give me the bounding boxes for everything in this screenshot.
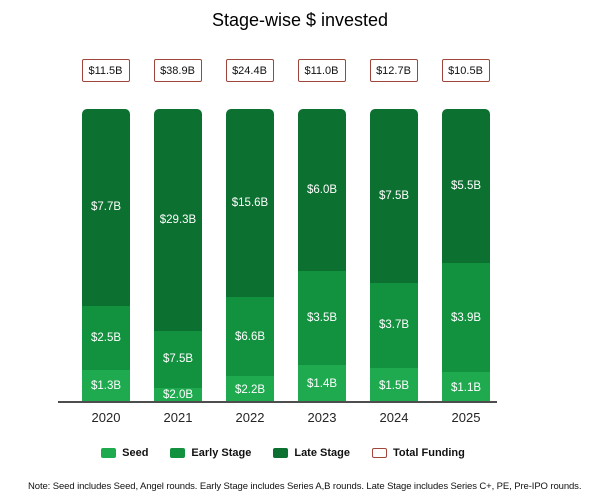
total-funding-box: $10.5B [441, 59, 490, 82]
legend-swatch [170, 448, 186, 458]
segment-value-label: $7.5B [162, 353, 194, 366]
bar-segment-seed: $2.2B [226, 376, 274, 403]
total-funding-box: $11.0B [297, 59, 346, 82]
legend-label: Seed [122, 447, 149, 459]
legend-label: Early Stage [191, 447, 252, 459]
bar-segment-seed: $1.4B [298, 365, 346, 403]
bar-segment-seed: $2.0B [154, 387, 202, 403]
segment-value-label: $1.3B [90, 380, 122, 393]
bar-segment-early-stage: $3.7B [370, 282, 418, 369]
bar-segment-late-stage: $7.7B [82, 109, 130, 306]
year-label: 2022 [235, 410, 265, 425]
bar-segment-early-stage: $7.5B [154, 331, 202, 388]
segment-value-label: $7.5B [378, 189, 410, 202]
legend-swatch [101, 448, 117, 458]
bar-column-2023: $6.0B $3.5B $1.4B [298, 109, 346, 403]
bar-segment-late-stage: $7.5B [370, 109, 418, 283]
bar-segment-seed: $1.5B [370, 368, 418, 403]
year-label: 2021 [163, 410, 193, 425]
bar-segment-late-stage: $6.0B [298, 109, 346, 271]
segment-value-label: $3.7B [378, 319, 410, 332]
segment-value-label: $15.6B [231, 196, 269, 209]
year-label: 2020 [91, 410, 121, 425]
segment-value-label: $5.5B [450, 180, 482, 192]
year-label: 2025 [451, 410, 481, 425]
total-funding-box: $11.5B [81, 59, 130, 82]
segment-value-label: $1.1B [450, 381, 482, 394]
segment-value-label: $1.4B [306, 378, 338, 391]
legend-item-total-funding: Total Funding [371, 447, 465, 459]
bar-column-2022: $15.6B $6.6B $2.2B [226, 109, 274, 403]
segment-value-label: $7.7B [90, 201, 122, 214]
bar-segment-early-stage: $3.5B [298, 270, 346, 366]
year-label: 2024 [379, 410, 409, 425]
bar-column-2021: $29.3B $7.5B $2.0B [154, 109, 202, 403]
bar-column-2025: $5.5B $3.9B $1.1B [442, 109, 490, 403]
total-funding-box: $12.7B [369, 59, 418, 82]
legend-item-early-stage: Early Stage [170, 447, 251, 459]
legend-swatch [273, 448, 289, 458]
bar-segment-early-stage: $2.5B [82, 305, 130, 370]
legend-swatch [371, 448, 387, 458]
segment-value-label: $29.3B [159, 214, 197, 226]
bar-segment-late-stage: $5.5B [442, 109, 490, 263]
legend-item-late-stage: Late Stage [273, 447, 350, 459]
bar-segment-early-stage: $6.6B [226, 296, 274, 377]
bar-segment-late-stage: $15.6B [226, 109, 274, 297]
segment-value-label: $2.2B [234, 383, 266, 396]
bar-column-2024: $7.5B $3.7B $1.5B [370, 109, 418, 403]
segment-value-label: $2.5B [90, 331, 122, 344]
footnote: Note: Seed includes Seed, Angel rounds. … [28, 481, 582, 492]
segment-value-label: $1.5B [378, 379, 410, 392]
bar-column-2020: $7.7B $2.5B $1.3B [82, 109, 130, 403]
legend-label: Total Funding [392, 447, 465, 459]
total-funding-box: $24.4B [225, 59, 274, 82]
year-label: 2023 [307, 410, 337, 425]
legend-item-seed: Seed [101, 447, 148, 459]
legend: Seed Early Stage Late Stage Total Funding [0, 447, 583, 459]
segment-value-label: $6.0B [306, 183, 338, 196]
segment-value-label: $3.5B [306, 312, 338, 325]
bar-segment-seed: $1.1B [442, 372, 490, 403]
segment-value-label: $6.6B [234, 330, 266, 343]
chart-title: Stage-wise $ invested [211, 10, 389, 30]
bar-segment-early-stage: $3.9B [442, 263, 490, 373]
x-axis-line [58, 401, 497, 403]
segment-value-label: $3.9B [450, 311, 482, 324]
segment-value-label: $2.0B [162, 389, 194, 402]
legend-label: Late Stage [294, 447, 350, 459]
bar-segment-late-stage: $29.3B [154, 109, 202, 331]
bar-segment-seed: $1.3B [82, 369, 130, 403]
total-funding-box: $38.9B [153, 59, 202, 82]
